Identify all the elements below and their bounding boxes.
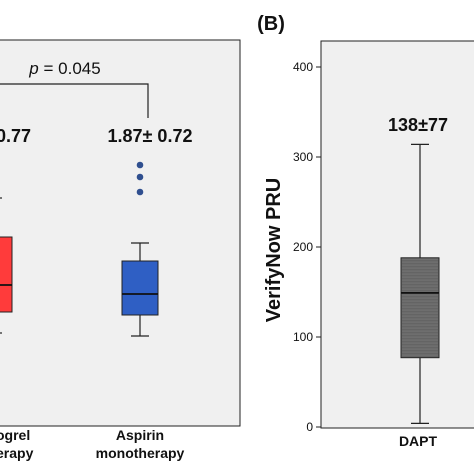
panel-a-plot-area — [0, 39, 241, 427]
panel-b-marks — [400, 143, 440, 424]
p-value-annotation: p = 0.045 — [28, 59, 100, 78]
aspirin-outlier-0 — [136, 188, 144, 196]
panel-b-chart: (B) 0 100 200 300 400 VerifyNow PRU 138±77 D… — [257, 13, 474, 449]
y-tick-label-100: 100 — [293, 330, 313, 344]
y-tick-label-200: 200 — [293, 240, 313, 254]
aspirin-outlier-1 — [136, 173, 144, 181]
panel-a-marks — [0, 161, 159, 337]
y-tick-label-400: 400 — [293, 60, 313, 74]
y-tick-label-300: 300 — [293, 150, 313, 164]
panel-a-chart: p = 0.045 0.77 1.87± 0.72 ogrel erapy As… — [0, 39, 241, 461]
y-axis-title: VerifyNow PRU — [263, 178, 285, 322]
category-label-aspirin-line2: monotherapy — [96, 445, 185, 461]
aspirin-box — [121, 260, 159, 316]
clopidogrel-box — [0, 236, 13, 313]
panel-b-plot-area — [320, 40, 474, 429]
aspirin-outlier-2 — [136, 161, 144, 169]
category-label-clopidogrel-line2: erapy — [0, 445, 34, 461]
value-label-dapt: 138±77 — [388, 115, 448, 135]
dapt-box — [400, 257, 440, 359]
value-label-clopidogrel: 0.77 — [0, 126, 31, 146]
panel-b-label: (B) — [257, 13, 285, 35]
significance-bracket — [0, 83, 149, 118]
category-label-aspirin-line1: Aspirin — [116, 427, 164, 443]
value-label-aspirin: 1.87± 0.72 — [108, 126, 193, 146]
category-label-clopidogrel-line1: ogrel — [0, 427, 30, 443]
category-label-dapt: DAPT — [399, 433, 438, 449]
y-tick-label-0: 0 — [306, 420, 313, 434]
panel-b-y-axis: 0 100 200 300 400 — [293, 60, 321, 434]
